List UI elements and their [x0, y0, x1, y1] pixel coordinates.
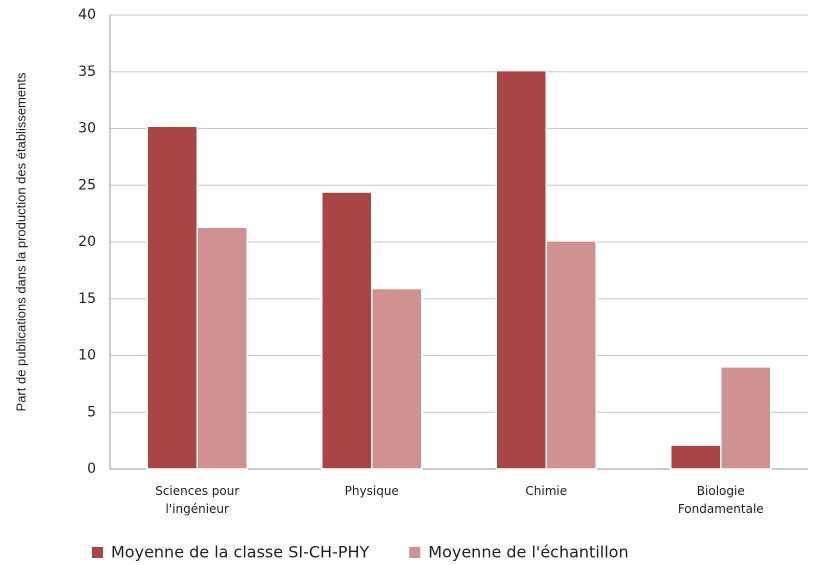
bar: [196, 226, 248, 470]
y-axis-label: Part de publications dans la production …: [13, 72, 28, 411]
bar: [371, 287, 423, 470]
bar: [545, 240, 597, 470]
y-tick-label: 40: [78, 7, 96, 23]
y-tick-label: 0: [87, 461, 96, 477]
y-tick-label: 35: [78, 64, 96, 80]
bar: [321, 191, 373, 470]
legend-label: Moyenne de la classe SI-CH-PHY: [111, 543, 369, 562]
y-tick-label: 10: [78, 348, 96, 364]
y-tick-label: 15: [78, 291, 96, 307]
bar: [146, 125, 198, 470]
y-tick-label: 5: [87, 404, 96, 420]
legend-label: Moyenne de l'échantillon: [428, 543, 628, 562]
legend-swatch: [409, 547, 421, 558]
y-tick-label: 20: [78, 234, 96, 250]
x-tick-label: Chimie: [525, 484, 567, 498]
y-tick-label: 25: [78, 177, 96, 193]
y-tick-label: 30: [78, 121, 96, 137]
x-tick-label: Sciences pour l'ingénieur: [155, 484, 239, 516]
bar: [495, 69, 547, 470]
x-tick-line: Chimie: [525, 484, 567, 498]
x-tick-line: Fondamentale: [678, 502, 764, 516]
x-tick-line: Biologie: [697, 484, 745, 498]
x-tick-line: Physique: [345, 484, 399, 498]
bar: [670, 444, 722, 470]
x-tick-label: Physique: [345, 484, 399, 498]
x-tick-line: Sciences pour: [155, 484, 239, 498]
x-tick-line: l'ingénieur: [166, 502, 230, 516]
bar: [720, 366, 772, 470]
legend-swatch: [92, 547, 103, 558]
x-tick-label: Biologie Fondamentale: [678, 484, 764, 516]
